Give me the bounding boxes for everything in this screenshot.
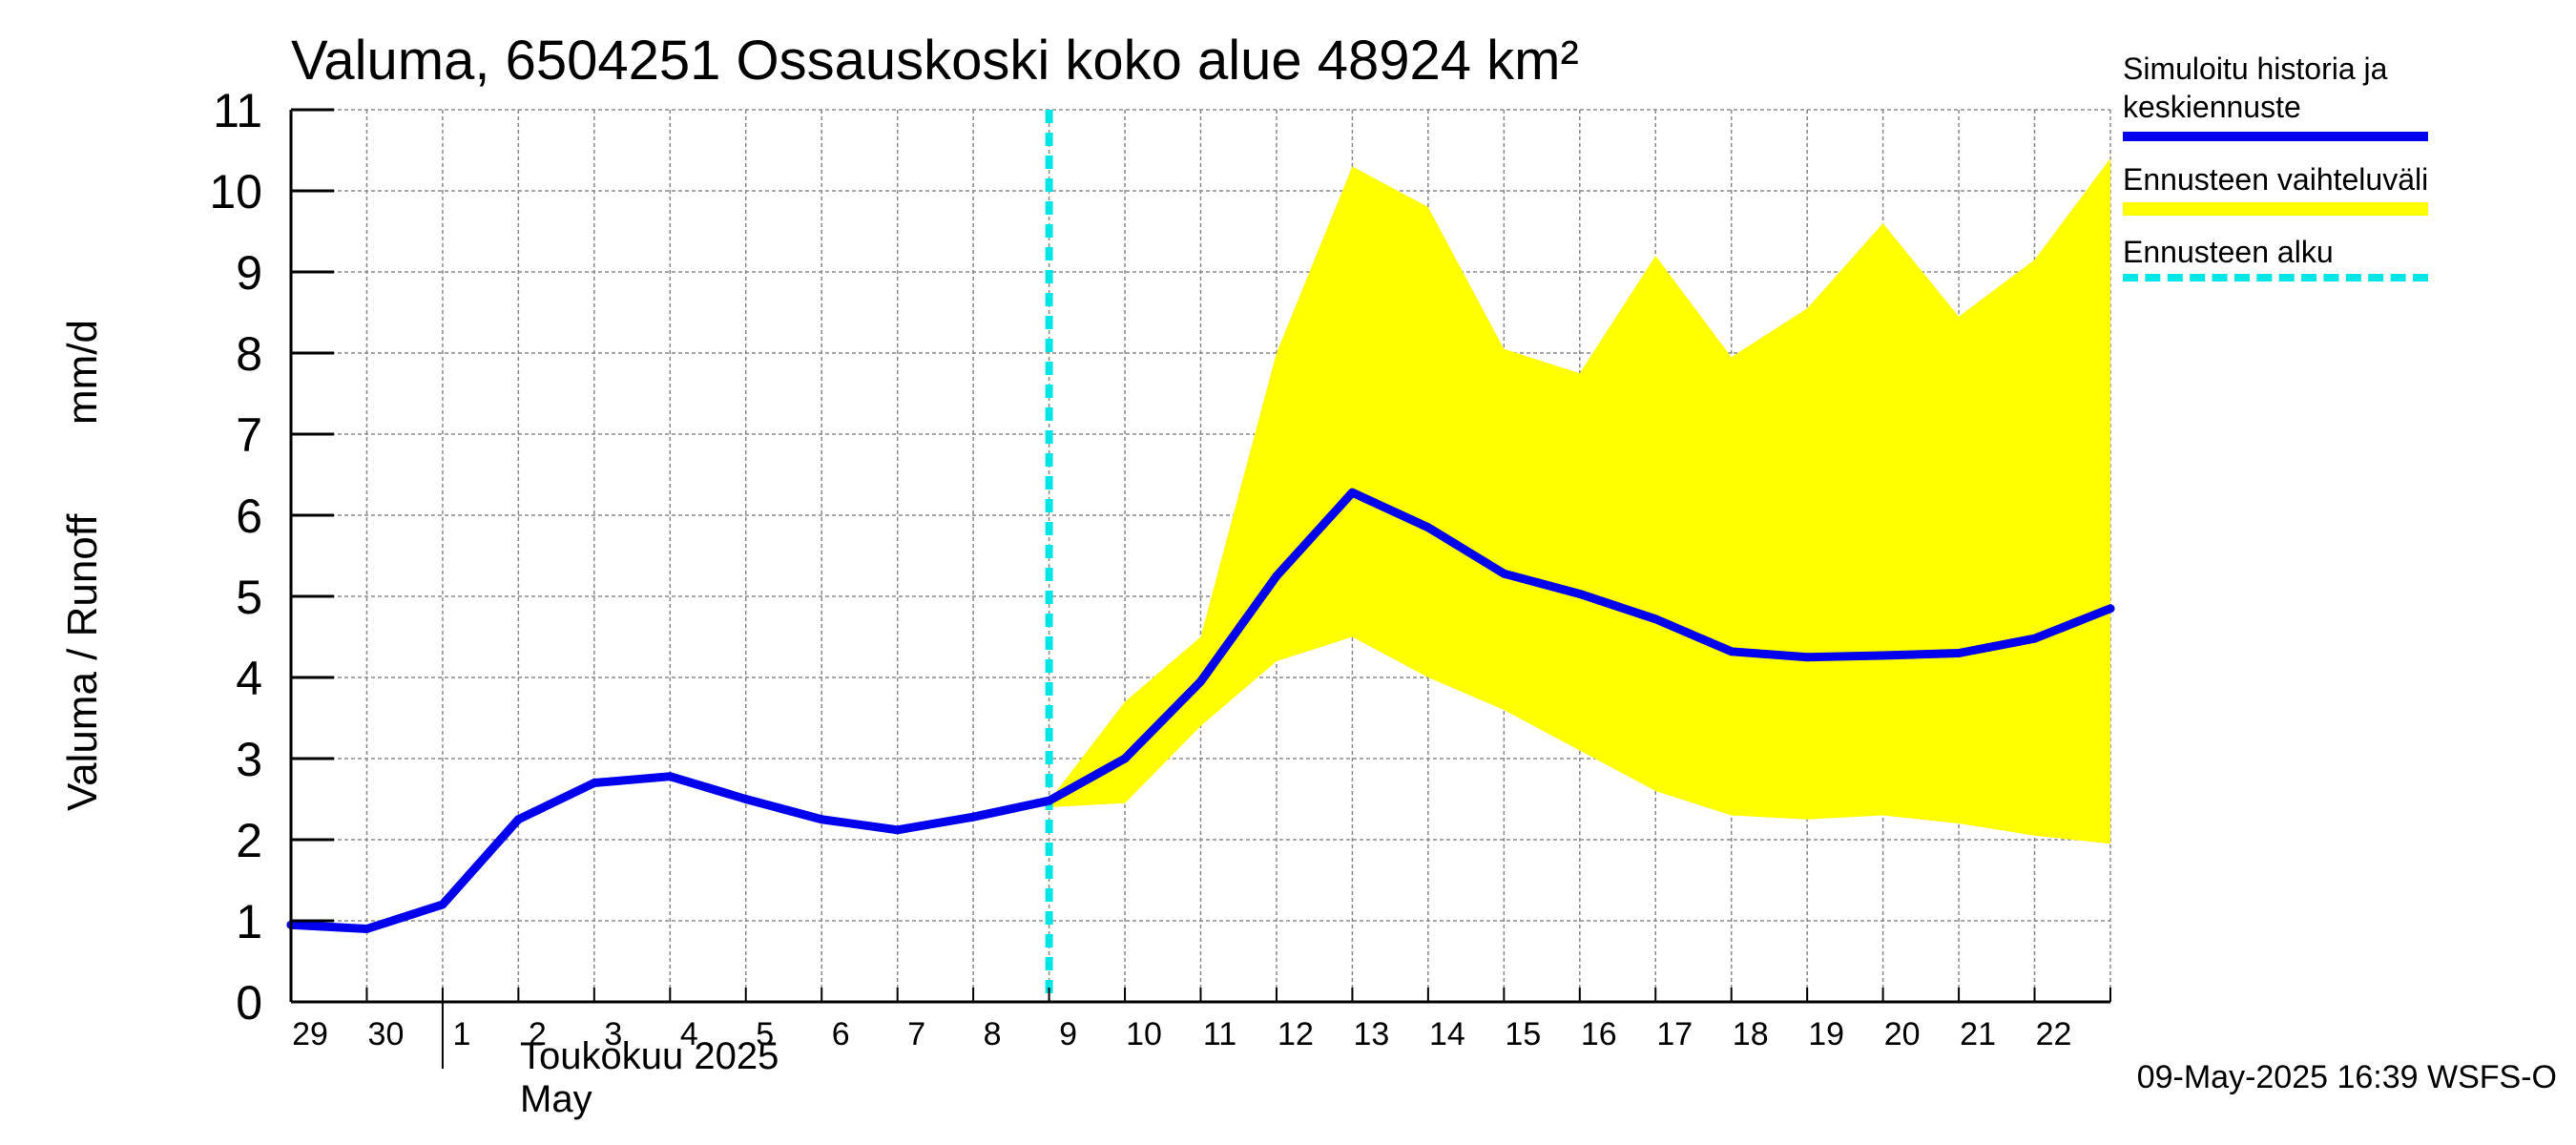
data-point	[1045, 796, 1054, 805]
data-point	[362, 925, 371, 933]
median-line-layer	[286, 110, 2115, 1002]
data-point	[2106, 604, 2115, 614]
data-point	[1954, 649, 1963, 657]
x-tick-label: 9	[1059, 1016, 1077, 1052]
forecast-range-layer	[1049, 158, 2110, 844]
x-tick-label: 7	[907, 1016, 925, 1052]
y-tick-label: 5	[236, 571, 262, 624]
x-tick-label: 6	[832, 1016, 850, 1052]
data-point	[438, 900, 447, 909]
x-tick-label: 5	[756, 1016, 774, 1052]
y-tick-label: 0	[236, 976, 262, 1030]
y-tick-label: 11	[213, 84, 262, 137]
legend-history-label-1: Simuloitu historia ja	[2123, 52, 2388, 86]
x-tick-label: 11	[1203, 1016, 1236, 1052]
month-label-fi: Toukokuu 2025	[520, 1035, 779, 1077]
x-tick-label: 17	[1656, 1016, 1693, 1052]
legend-start-label: Ennusteen alku	[2123, 235, 2334, 269]
x-tick-label: 16	[1581, 1016, 1617, 1052]
y-tick-label: 3	[236, 733, 262, 786]
legend-start-swatch	[2123, 274, 2428, 281]
y-tick-label: 1	[236, 895, 262, 948]
x-tick-label: 2	[529, 1016, 547, 1052]
y-tick-label: 2	[236, 814, 262, 867]
data-point	[665, 772, 675, 781]
y-tick-label: 7	[236, 408, 262, 462]
x-tick-label: 1	[452, 1016, 470, 1052]
data-point	[1120, 754, 1130, 763]
y-axis-unit: mm/d	[59, 320, 106, 425]
data-point	[968, 812, 978, 822]
x-tick-labels: 29 30 1 2 3 4 5 6 7 8 9 10 11 12 13 14 15 16 17 18 19 20 21 22	[292, 1016, 2071, 1052]
x-tick-label: 10	[1126, 1016, 1162, 1052]
y-tick-label: 8	[236, 327, 262, 381]
data-point	[1879, 651, 1888, 660]
x-tick-label: 13	[1354, 1016, 1390, 1052]
legend-history-swatch	[2123, 132, 2428, 141]
axes	[289, 108, 2111, 1069]
forecast-range-band	[1049, 158, 2110, 844]
legend-range-swatch	[2123, 202, 2428, 216]
y-tick-label: 6	[236, 489, 262, 543]
data-point	[513, 815, 523, 824]
data-point	[1651, 614, 1660, 624]
data-point	[1272, 572, 1281, 581]
x-tick-label: 19	[1808, 1016, 1844, 1052]
x-tick-label: 12	[1278, 1016, 1314, 1052]
data-point	[2030, 634, 2040, 643]
data-point	[590, 779, 599, 787]
y-tick-label: 9	[236, 246, 262, 300]
y-tick-label: 10	[209, 165, 262, 219]
legend-history-label-2: keskiennuste	[2123, 90, 2301, 124]
data-point	[1575, 589, 1585, 598]
data-point	[1196, 677, 1205, 686]
data-point	[1423, 523, 1433, 532]
x-tick-label: 22	[2036, 1016, 2072, 1052]
legend-range-label: Ennusteen vaihteluväli	[2123, 162, 2429, 197]
x-tick-label: 8	[984, 1016, 1002, 1052]
data-point	[893, 825, 903, 835]
x-tick-label: 29	[292, 1016, 328, 1052]
x-tick-label: 4	[680, 1016, 698, 1052]
x-tick-label: 14	[1429, 1016, 1465, 1052]
data-point	[741, 795, 751, 803]
timestamp-footer: 09-May-2025 16:39 WSFS-O	[2136, 1059, 2557, 1095]
data-point	[817, 815, 826, 824]
x-tick-label: 20	[1884, 1016, 1921, 1052]
x-tick-label: 18	[1733, 1016, 1769, 1052]
month-label-en: May	[520, 1078, 592, 1120]
data-point	[1802, 653, 1812, 662]
y-tick-labels: 0 1 2 3 4 5 6 7 8 9 10 11	[209, 84, 262, 1030]
chart-title: Valuma, 6504251 Ossauskoski koko alue 48…	[291, 30, 1579, 92]
y-axis-label: Valuma / Runoff	[59, 513, 106, 811]
x-tick-label: 15	[1505, 1016, 1541, 1052]
x-tick-label: 21	[1960, 1016, 1996, 1052]
x-tick-label: 30	[368, 1016, 405, 1052]
x-tick-label: 3	[604, 1016, 622, 1052]
data-point	[1727, 647, 1736, 656]
data-point	[1347, 488, 1357, 497]
y-tick-label: 4	[236, 652, 262, 705]
data-point	[1499, 569, 1508, 578]
